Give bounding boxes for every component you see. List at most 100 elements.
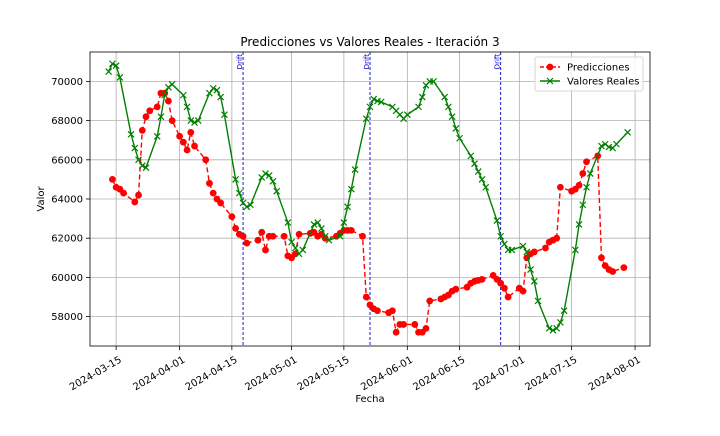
x-tick-label: 2024-04-15 <box>184 355 240 394</box>
data-point <box>519 242 527 250</box>
data-point <box>232 225 240 232</box>
x-tick-label: 2024-05-01 <box>243 355 299 394</box>
data-point <box>575 181 583 189</box>
data-point <box>542 244 549 252</box>
data-point <box>258 228 266 236</box>
data-point <box>362 115 370 123</box>
data-point <box>508 246 516 254</box>
data-point <box>157 113 165 121</box>
data-point <box>620 264 628 271</box>
data-point <box>527 266 534 273</box>
data-point <box>583 183 590 191</box>
data-point <box>340 219 348 226</box>
y-tick-label: 62000 <box>51 234 83 245</box>
data-point <box>519 287 527 295</box>
data-point <box>609 268 617 275</box>
data-point <box>265 172 273 179</box>
y-tick-label: 70000 <box>51 77 83 88</box>
data-point <box>206 89 213 97</box>
data-point <box>545 324 553 332</box>
data-point <box>497 232 505 240</box>
legend-label: Valores Reales <box>567 77 639 88</box>
data-point <box>131 144 139 152</box>
data-point <box>269 232 277 240</box>
data-point <box>269 177 277 185</box>
data-point <box>284 219 292 226</box>
data-point <box>523 248 531 256</box>
data-point <box>501 284 508 292</box>
x-tick-label: 2024-06-15 <box>411 355 467 394</box>
data-point <box>366 103 374 111</box>
x-tick-label: 2024-08-01 <box>587 355 643 394</box>
data-point <box>138 162 146 170</box>
data-point <box>310 221 318 228</box>
legend: Predicciones Valores Reales <box>534 56 644 92</box>
x-tick-label: 2024-05-15 <box>296 355 352 394</box>
chart-title: Predicciones vs Valores Reales - Iteraci… <box>240 35 499 49</box>
data-point <box>243 203 251 211</box>
data-point <box>467 152 475 160</box>
data-point <box>556 319 564 326</box>
data-point <box>478 175 486 183</box>
data-point <box>213 86 221 94</box>
data-point <box>415 103 422 111</box>
x-tick-label: 2024-04-01 <box>131 355 187 394</box>
data-point <box>344 203 352 211</box>
data-point <box>239 232 247 240</box>
data-point <box>318 224 325 232</box>
data-point <box>235 189 243 197</box>
x-axis-label: Fecha <box>355 394 384 405</box>
data-point <box>377 98 385 106</box>
data-point <box>530 248 538 256</box>
data-point <box>624 128 632 136</box>
data-point <box>131 198 139 206</box>
data-point <box>153 103 161 111</box>
data-point <box>426 297 434 305</box>
data-point <box>321 234 329 242</box>
data-point <box>418 93 426 101</box>
data-point <box>187 117 195 125</box>
data-point <box>504 293 512 301</box>
data-point <box>280 232 288 240</box>
data-point <box>347 226 355 234</box>
data-point <box>183 146 191 154</box>
data-point <box>579 201 587 209</box>
data-point <box>336 232 344 240</box>
series-group <box>105 60 632 336</box>
data-point <box>138 126 146 134</box>
data-point <box>202 156 210 164</box>
x-tick-label: 2024-06-01 <box>359 355 415 394</box>
data-point <box>206 179 213 187</box>
data-point <box>291 244 299 252</box>
data-point <box>262 246 269 254</box>
data-point <box>403 111 411 119</box>
data-point <box>194 117 202 125</box>
data-point <box>456 134 464 142</box>
data-point <box>299 246 307 254</box>
y-tick-label: 68000 <box>51 116 83 127</box>
data-point <box>422 324 430 332</box>
data-point <box>474 168 482 175</box>
legend-marker <box>546 77 554 85</box>
data-point <box>452 285 460 293</box>
series-line <box>108 62 629 332</box>
data-point <box>553 324 561 332</box>
legend-item: Predicciones <box>540 63 630 74</box>
data-point <box>557 183 564 191</box>
data-point <box>359 232 366 240</box>
data-point <box>389 307 396 315</box>
data-point <box>444 103 452 111</box>
data-point <box>220 111 228 119</box>
data-point <box>142 113 150 121</box>
series-valores-reales <box>105 60 632 334</box>
y-tick-label: 58000 <box>51 312 83 323</box>
data-point <box>534 297 542 305</box>
data-point <box>482 183 490 191</box>
data-point <box>374 307 381 315</box>
data-point <box>168 80 176 88</box>
data-point <box>553 234 561 242</box>
data-point <box>612 140 620 148</box>
data-point <box>168 117 176 124</box>
